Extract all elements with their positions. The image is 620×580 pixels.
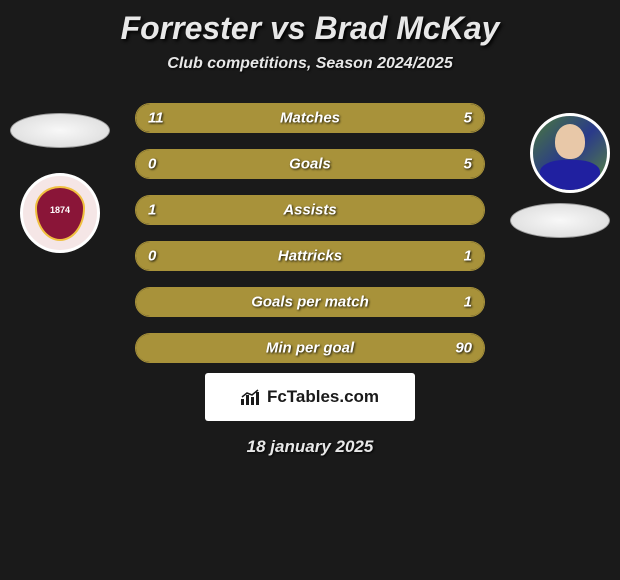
stat-row: Assists 1	[135, 195, 485, 225]
page-title: Forrester vs Brad McKay	[0, 10, 620, 47]
crest-icon: 1874	[35, 186, 85, 241]
subtitle: Club competitions, Season 2024/2025	[0, 55, 620, 73]
stats-area: 1874 Matches115Goals05Assists1Hattricks0…	[0, 103, 620, 363]
stat-value-left: 11	[148, 110, 164, 127]
stat-bars: Matches115Goals05Assists1Hattricks01Goal…	[135, 103, 485, 363]
player-left-placeholder	[10, 113, 110, 148]
brand-badge[interactable]: FcTables.com	[205, 373, 415, 421]
brand-text: FcTables.com	[267, 387, 379, 407]
stat-value-left: 1	[148, 202, 156, 219]
footer-date: 18 january 2025	[0, 437, 620, 457]
stat-value-right: 1	[464, 294, 472, 311]
stat-row: Goals 0 5	[135, 149, 485, 179]
stat-label: Goals per match	[251, 294, 369, 311]
stat-row: Hattricks 0 1	[135, 241, 485, 271]
stat-label: Hattricks	[278, 248, 342, 265]
comparison-card: Forrester vs Brad McKay Club competition…	[0, 0, 620, 467]
stat-label: Goals	[289, 156, 331, 173]
stat-label: Min per goal	[266, 340, 354, 357]
stat-value-left: 0	[148, 156, 156, 173]
chart-icon	[241, 389, 261, 405]
crest-year: 1874	[50, 205, 70, 215]
stat-value-left: 0	[148, 248, 156, 265]
player-right-placeholder	[510, 203, 610, 238]
stat-row: Matches 11 5	[135, 103, 485, 133]
stat-value-right: 5	[464, 110, 472, 127]
stat-value-right: 90	[455, 340, 472, 357]
stat-value-right: 5	[464, 156, 472, 173]
stat-value-right: 1	[464, 248, 472, 265]
stat-label: Matches	[280, 110, 340, 127]
player-right-photo	[530, 113, 610, 193]
stat-row: Min per goal 90	[135, 333, 485, 363]
stat-label: Assists	[283, 202, 336, 219]
stat-row: Goals per match 1	[135, 287, 485, 317]
player-left-club-crest: 1874	[20, 173, 100, 253]
